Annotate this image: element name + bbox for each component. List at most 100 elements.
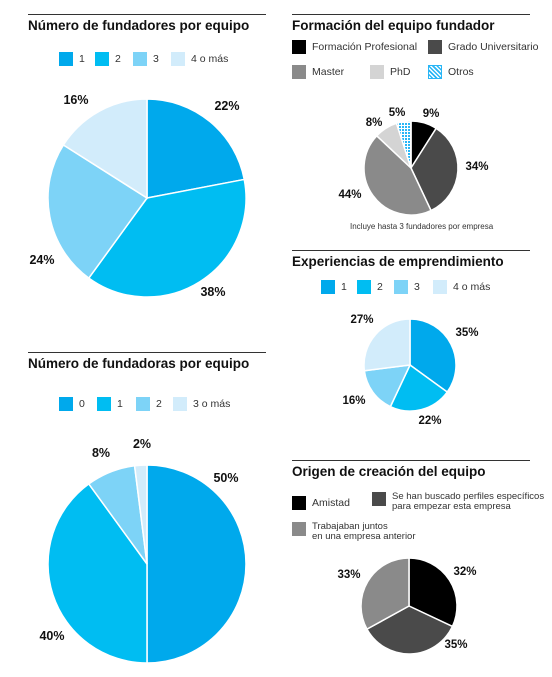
slice-label: 44% (338, 189, 361, 201)
chart-legend-fundadores: 1 2 3 4 o más (59, 52, 269, 68)
legend-label: 3 o más (193, 398, 231, 410)
legend-swatch (292, 40, 306, 54)
legend-label: 0 (79, 398, 85, 410)
legend-item: PhD (370, 65, 410, 79)
legend-swatch (372, 492, 386, 506)
chart-title: Origen de creación del equipo (292, 464, 486, 479)
legend-item: Grado Universitario (428, 40, 538, 54)
slice-label: 27% (350, 314, 373, 326)
chart-legend-formacion: Formación Profesional Grado Universitario… (292, 40, 538, 80)
legend-label: Trabajaban juntos en una empresa anterior (312, 521, 416, 542)
legend-item: Amistad (292, 496, 350, 510)
legend-swatch (97, 397, 111, 411)
legend-label: 4 o más (191, 53, 229, 65)
pie-slice (146, 464, 247, 664)
legend-swatch (357, 280, 371, 294)
legend-item: 2 (357, 280, 383, 294)
legend-label: Se han buscado perfiles específicos para … (392, 491, 545, 512)
chart-panel-experiencias: Experiencias de emprendimiento (292, 250, 530, 440)
panel-rule (28, 352, 266, 353)
legend-swatch (136, 397, 150, 411)
pie-slice (409, 318, 457, 394)
legend-swatch (173, 397, 187, 411)
slice-label: 50% (213, 471, 238, 485)
pie-slice (47, 143, 149, 280)
pie-slice (360, 557, 410, 631)
pie-slice (146, 98, 246, 199)
pie-slice (62, 98, 148, 200)
chart-title: Número de fundadores por equipo (28, 18, 250, 33)
chart-legend-experiencias: 1 2 3 4 o más (321, 280, 531, 296)
pie-slice (363, 318, 411, 372)
legend-label: Amistad (312, 497, 350, 509)
chart-legend-origen: Amistad Se han buscado perfiles específic… (292, 492, 544, 542)
slice-label: 32% (453, 566, 476, 578)
pie-slice (363, 364, 412, 408)
pie-slice (87, 178, 247, 298)
legend-swatch (95, 52, 109, 66)
legend-item: 0 (59, 397, 85, 411)
legend-label: 4 o más (453, 281, 491, 293)
legend-item: Formación Profesional (292, 40, 417, 54)
slice-label: 35% (444, 639, 467, 651)
legend-label: 2 (115, 53, 121, 65)
pie-slice (395, 120, 412, 169)
slice-label: 22% (418, 415, 441, 427)
chart-panel-fundadores: Número de fundadores por equipo (28, 14, 266, 314)
legend-swatch (59, 52, 73, 66)
legend-swatch (394, 280, 408, 294)
pie-slice (408, 557, 458, 628)
pie-slice (133, 464, 148, 565)
legend-item: 4 o más (171, 52, 228, 66)
chart-panel-formacion: Formación del equipo fundador (292, 14, 530, 234)
legend-swatch (428, 65, 442, 79)
pie-slice (410, 127, 459, 212)
legend-swatch (292, 496, 306, 510)
legend-item: 1 (59, 52, 85, 66)
legend-item: 2 (95, 52, 121, 66)
legend-label: 1 (79, 53, 85, 65)
chart-title: Número de fundadoras por equipo (28, 356, 250, 371)
slice-label: 34% (465, 161, 488, 173)
legend-label: 1 (341, 281, 347, 293)
chart-note: Incluye hasta 3 fundadores por empresa (350, 222, 494, 231)
legend-swatch (171, 52, 185, 66)
legend-label: Grado Universitario (448, 41, 539, 53)
slice-label: 16% (342, 395, 365, 407)
slice-label: 16% (63, 93, 88, 107)
panel-rule (292, 460, 530, 461)
legend-label: Otros (448, 66, 474, 78)
chart-title: Experiencias de emprendimiento (292, 254, 504, 269)
legend-swatch (59, 397, 73, 411)
legend-item: 4 o más (433, 280, 490, 294)
legend-label: 3 (414, 281, 420, 293)
legend-label: PhD (390, 66, 411, 78)
panel-rule (28, 14, 266, 15)
legend-swatch (292, 65, 306, 79)
legend-label: Formación Profesional (312, 41, 418, 53)
chart-title: Formación del equipo fundador (292, 18, 495, 33)
legend-label: 2 (377, 281, 383, 293)
legend-label: 2 (156, 398, 162, 410)
slice-label: 8% (92, 446, 110, 460)
legend-label: 3 (153, 53, 159, 65)
panel-rule (292, 14, 530, 15)
legend-item: Trabajaban juntos en una empresa anterior (292, 522, 416, 542)
legend-swatch (433, 280, 447, 294)
legend-item: 1 (97, 397, 123, 411)
legend-item: Se han buscado perfiles específicos para … (372, 492, 544, 512)
slice-label: 40% (39, 629, 64, 643)
legend-swatch (321, 280, 335, 294)
legend-swatch (292, 522, 306, 536)
slice-label: 24% (29, 253, 54, 267)
slice-label: 8% (366, 117, 383, 129)
slice-label: 35% (455, 327, 478, 339)
legend-swatch (133, 52, 147, 66)
chart-panel-fundadoras: Número de fundadoras por equipo (28, 352, 266, 652)
pie-slice (363, 134, 433, 216)
pie-slice (47, 482, 148, 664)
panel-rule (292, 250, 530, 251)
